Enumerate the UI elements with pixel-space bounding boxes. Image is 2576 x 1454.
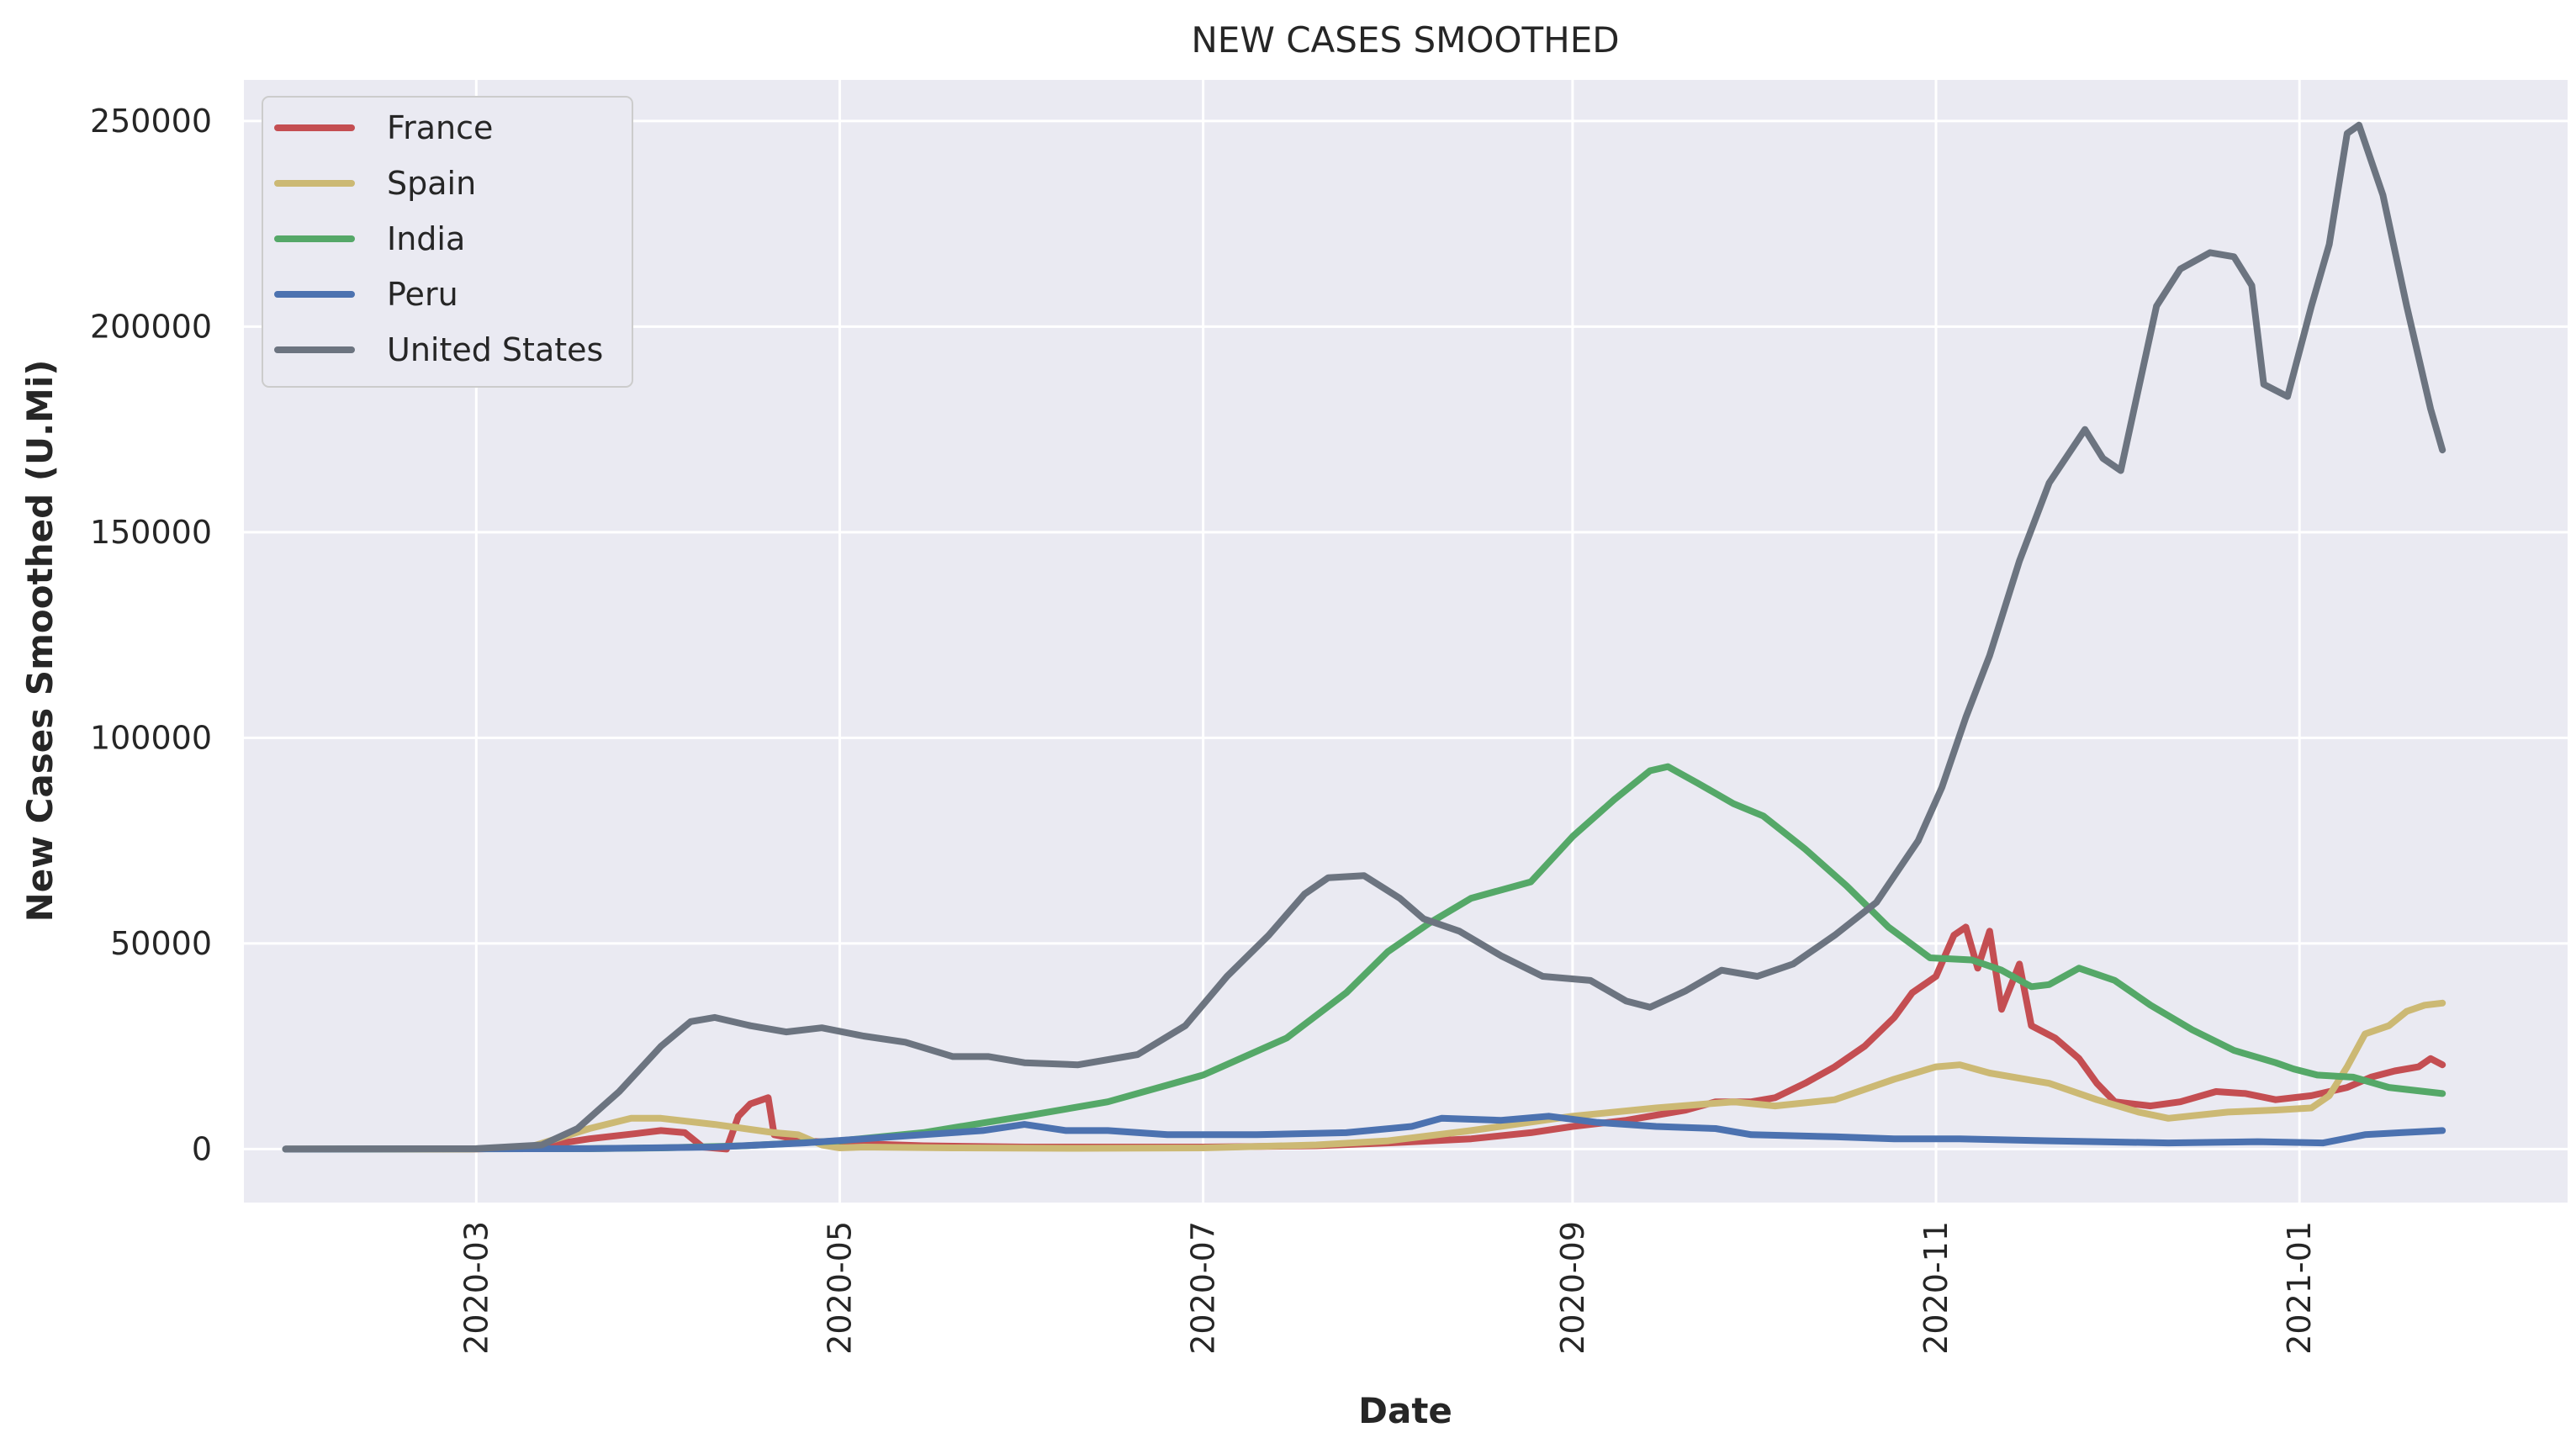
series-line-peru	[282, 1113, 2446, 1153]
legend-label: Peru	[387, 276, 458, 313]
x-tick-label: 2020-03	[458, 1221, 495, 1355]
chart-title: NEW CASES SMOOTHED	[1191, 19, 1619, 61]
series-lines	[282, 121, 2446, 1153]
x-axis-label: Date	[1358, 1390, 1452, 1431]
y-tick-label: 150000	[90, 514, 212, 551]
x-tick-label: 2020-07	[1185, 1221, 1222, 1355]
legend-label: India	[387, 220, 465, 257]
x-tick-label: 2021-01	[2281, 1221, 2318, 1355]
x-tick-labels: 2020-03 2020-05 2020-07 2020-09 2020-11 2021-…	[458, 1221, 2318, 1355]
legend-frame	[262, 96, 633, 388]
y-tick-label: 50000	[110, 925, 212, 962]
series-line-spain	[282, 999, 2446, 1153]
legend: France Spain India Peru United States	[262, 96, 633, 388]
series-line-france	[282, 923, 2446, 1153]
y-tick-label: 200000	[90, 308, 212, 345]
series-line-united-states	[282, 121, 2446, 1153]
y-tick-labels: 0 50000 100000 150000 200000 250000	[90, 103, 212, 1168]
y-tick-label: 0	[192, 1130, 212, 1167]
x-tick-label: 2020-05	[821, 1221, 858, 1355]
legend-label: France	[387, 109, 493, 146]
x-tick-label: 2020-09	[1554, 1221, 1591, 1355]
y-tick-label: 100000	[90, 719, 212, 756]
y-axis-label: New Cases Smoothed (U.Mi)	[19, 360, 61, 923]
grid-lines	[244, 80, 2568, 1203]
x-tick-label: 2020-11	[1917, 1221, 1954, 1355]
y-tick-label: 250000	[90, 103, 212, 140]
legend-label: Spain	[387, 165, 476, 202]
series-line-india	[282, 763, 2446, 1153]
legend-label: United States	[387, 331, 603, 368]
